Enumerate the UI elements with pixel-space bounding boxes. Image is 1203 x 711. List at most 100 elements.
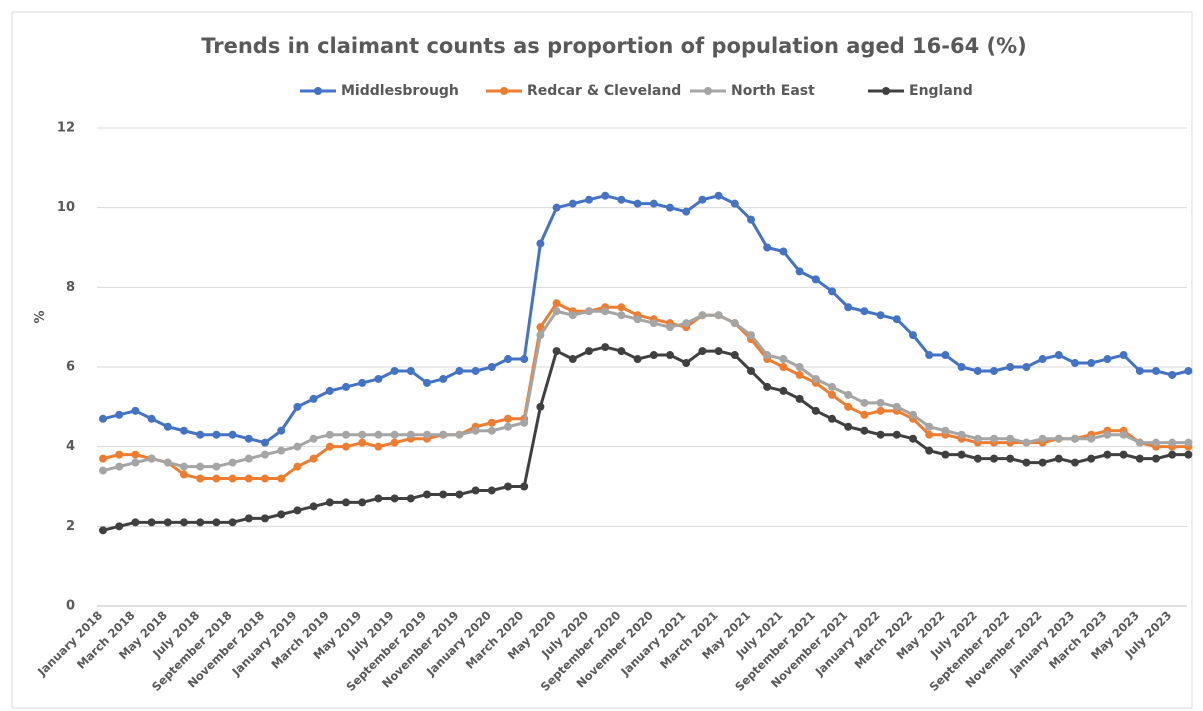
data-point [244,434,253,443]
data-point [617,303,626,312]
y-tick-label: 8 [66,280,75,295]
data-point [487,426,496,435]
data-point [682,359,691,368]
data-point [390,366,399,375]
data-point [504,422,512,431]
data-point [585,307,593,316]
data-point [811,406,820,415]
data-point [536,402,545,411]
data-point [261,474,269,483]
y-tick-label: 6 [66,360,75,375]
data-point [552,299,561,308]
data-point [374,374,383,383]
data-point [892,315,901,324]
data-point [1184,438,1193,447]
data-point [1135,454,1144,463]
data-point [957,363,966,371]
data-point [115,450,124,459]
data-point [633,199,642,208]
y-tick-label: 12 [57,121,75,136]
data-point [925,422,934,431]
data-point [682,319,691,328]
data-point [795,370,804,379]
data-point [973,454,982,463]
data-point [115,410,124,419]
y-axis-label: % [33,310,48,323]
data-point [244,474,253,483]
data-point [941,450,950,459]
data-point [714,311,723,320]
data-point [860,398,869,407]
data-point [131,518,140,527]
data-point [552,203,561,212]
data-point [1152,366,1160,375]
data-point [973,366,982,375]
data-point [552,307,561,316]
data-point [585,347,593,356]
data-point [876,406,885,415]
data-point [568,355,577,364]
data-point [1119,430,1128,439]
data-point [795,394,804,403]
data-point [925,430,934,439]
data-point [374,430,383,439]
data-point [487,486,496,495]
data-point [212,474,221,483]
data-point [163,422,172,431]
data-point [1022,438,1031,447]
data-point [293,442,302,451]
data-point [520,355,529,364]
data-point [277,426,286,435]
data-point [1006,363,1015,371]
data-point [180,518,188,527]
data-point [309,434,318,443]
data-point [99,526,107,535]
data-point [844,422,853,431]
data-point [633,355,642,364]
chart-title: Trends in claimant counts as proportion … [201,34,1027,58]
data-point [423,378,431,387]
data-point [309,502,318,511]
data-point [390,494,399,503]
data-point [957,430,966,439]
data-point [990,366,998,375]
data-point [520,482,529,491]
legend-label: Middlesbrough [341,83,459,99]
data-point [536,239,545,248]
legend-marker [314,87,322,95]
chart-frame [11,11,1193,709]
data-point [698,311,707,320]
data-point [277,474,286,483]
data-point [520,418,529,427]
data-point [1152,438,1160,447]
data-point [471,486,480,495]
data-point [390,438,399,447]
data-point [990,434,998,443]
data-point [147,414,156,423]
data-point [860,426,869,435]
data-point [1135,366,1144,375]
data-point [439,430,448,439]
data-point [698,195,707,204]
legend-label: North East [731,83,815,99]
data-point [1071,359,1079,368]
data-point [277,510,286,519]
data-point [925,351,934,360]
data-point [1006,454,1015,463]
data-point [844,303,853,312]
data-point [196,518,205,527]
data-point [1135,438,1144,447]
data-point [228,430,237,439]
data-point [423,430,431,439]
data-point [228,474,237,483]
data-point [1022,363,1031,371]
data-point [1103,430,1112,439]
data-point [1054,351,1063,360]
data-point [99,454,107,463]
data-point [828,382,836,391]
data-point [811,374,820,383]
data-point [228,518,237,527]
data-point [747,331,755,340]
data-point [504,482,512,491]
